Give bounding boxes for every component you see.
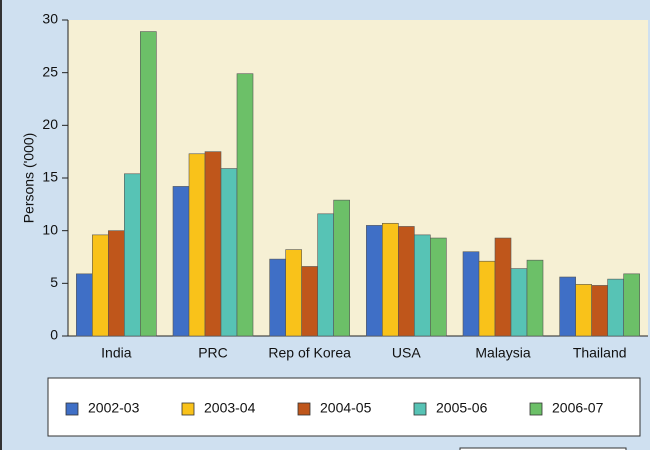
bar — [188, 153, 206, 337]
x-tick-label: Thailand — [573, 345, 627, 361]
legend-swatch — [297, 402, 311, 416]
bar — [623, 273, 640, 337]
bar — [526, 259, 544, 337]
bar — [559, 276, 576, 337]
bar — [269, 258, 286, 337]
x-tick-label: India — [101, 345, 132, 361]
bar — [317, 213, 334, 337]
bar — [108, 230, 125, 337]
bar — [430, 237, 447, 337]
bar — [333, 199, 350, 337]
legend-label: 2003-04 — [204, 400, 256, 416]
legend-swatch — [65, 402, 79, 416]
legend-label: 2005-06 — [436, 400, 488, 416]
bar — [575, 284, 592, 337]
legend-swatch — [181, 402, 195, 416]
y-tick-label: 20 — [42, 116, 58, 132]
x-tick-label: Rep of Korea — [268, 345, 351, 361]
bar — [220, 168, 238, 337]
bar — [366, 225, 383, 337]
bar — [204, 151, 222, 337]
y-tick-label: 25 — [42, 63, 58, 79]
legend-swatch — [529, 402, 543, 416]
bar — [398, 226, 415, 337]
bar — [140, 31, 157, 337]
bar — [382, 222, 399, 337]
bar — [494, 237, 512, 337]
bar — [236, 73, 254, 337]
legend-label: 2006-07 — [552, 400, 604, 416]
bar — [124, 173, 141, 337]
bottom-box — [459, 447, 627, 450]
y-tick-label: 10 — [42, 221, 58, 237]
bar — [414, 234, 431, 337]
y-tick-label: 15 — [42, 169, 58, 185]
bar — [462, 251, 480, 337]
bar — [76, 273, 93, 337]
y-tick-label: 30 — [42, 11, 58, 27]
bar — [285, 249, 302, 337]
bar — [591, 285, 608, 337]
bar — [478, 260, 496, 337]
legend-swatch — [413, 402, 427, 416]
legend-label: 2002-03 — [88, 400, 140, 416]
legend-label: 2004-05 — [320, 400, 372, 416]
bar — [172, 186, 190, 337]
x-tick-label: USA — [392, 345, 421, 361]
y-tick-label: 0 — [50, 327, 58, 343]
bar — [301, 266, 318, 337]
plot-area — [68, 20, 648, 336]
y-tick-label: 5 — [50, 274, 58, 290]
bar — [92, 234, 109, 337]
bar — [510, 268, 528, 337]
x-tick-label: Malaysia — [475, 345, 530, 361]
y-axis-label: Persons ('000) — [21, 133, 37, 224]
bar — [607, 278, 624, 337]
x-tick-label: PRC — [198, 345, 228, 361]
